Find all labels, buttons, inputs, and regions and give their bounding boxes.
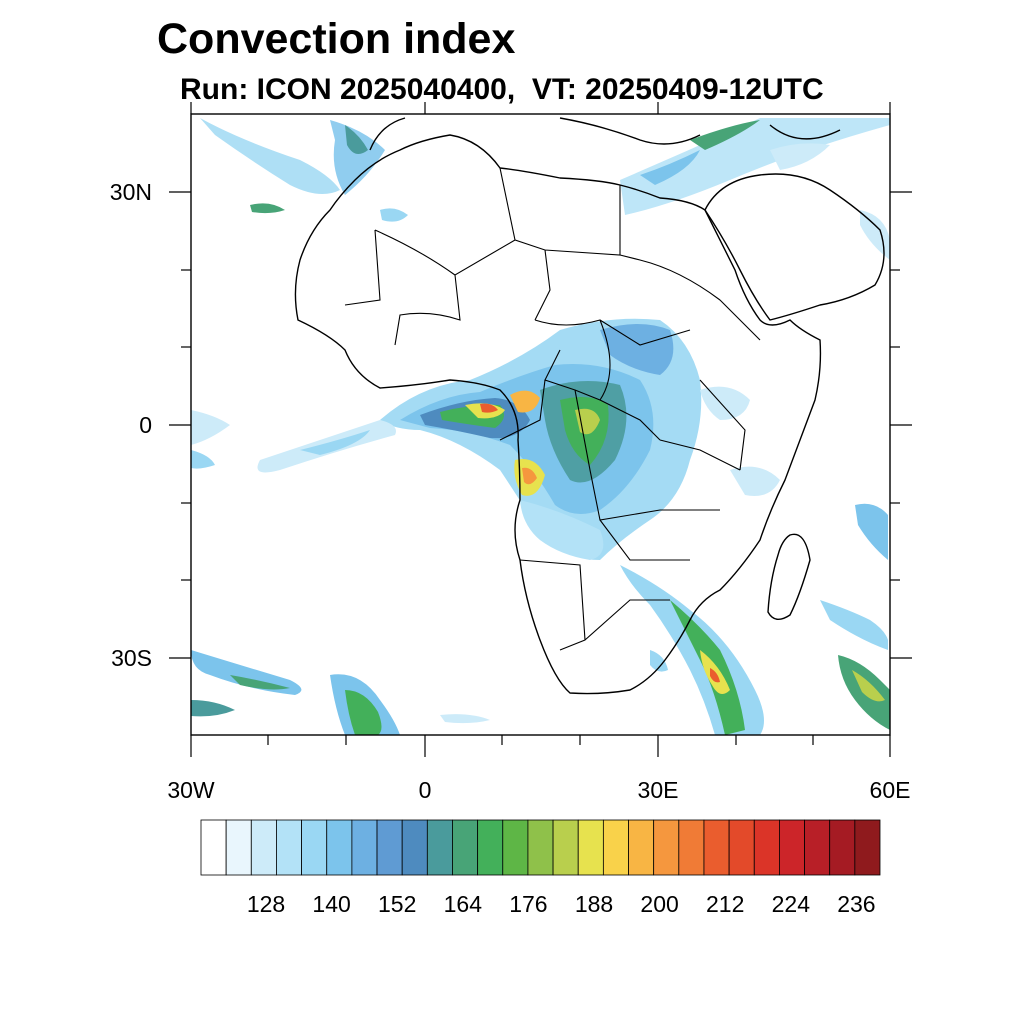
- colorbar-swatch: [250, 819, 277, 876]
- colorbar-label: 212: [706, 891, 744, 917]
- colorbar-swatch: [577, 819, 604, 876]
- colorbar-swatch: [426, 819, 453, 876]
- coastlines: [294, 117, 885, 695]
- colorbar-swatch: [703, 819, 730, 876]
- lat-label-30n: 30N: [110, 179, 152, 205]
- colorbar-swatch: [477, 819, 504, 876]
- convection-field: [191, 118, 890, 735]
- map-subtitle: Run: ICON 2025040400, VT: 20250409-12UTC: [180, 73, 824, 106]
- colorbar-swatch: [829, 819, 856, 876]
- colorbar-label: 224: [772, 891, 811, 917]
- lon-label-60e: 60E: [870, 777, 911, 803]
- colorbar-swatch: [401, 819, 428, 876]
- colorbar-swatch: [552, 819, 579, 876]
- colorbar-swatch: [779, 819, 805, 876]
- colorbar-label: 164: [444, 891, 483, 917]
- colorbar-swatch: [653, 819, 680, 876]
- colorbar-label: 236: [837, 891, 875, 917]
- colorbar-swatch: [301, 819, 328, 876]
- colorbar-swatch: [502, 819, 529, 876]
- axis-ticks: [169, 102, 912, 757]
- colorbar-label: 140: [312, 891, 350, 917]
- colorbar: 128 140 152 164 176 188 200 212 224 236: [200, 819, 881, 917]
- colorbar-swatch: [854, 819, 881, 876]
- colorbar-swatch: [728, 819, 755, 876]
- colorbar-swatch: [452, 819, 479, 876]
- lat-label-30s: 30S: [111, 645, 152, 671]
- lon-label-0: 0: [419, 777, 432, 803]
- lon-label-30w: 30W: [167, 777, 215, 803]
- colorbar-swatch: [678, 819, 705, 876]
- colorbar-label: 152: [378, 891, 416, 917]
- colorbar-label: 200: [640, 891, 678, 917]
- colorbar-swatch: [628, 819, 655, 876]
- colorbar-swatch: [200, 819, 227, 876]
- colorbar-swatch: [351, 819, 378, 876]
- colorbar-swatch: [276, 819, 302, 876]
- colorbar-label: 128: [247, 891, 285, 917]
- colorbar-swatch: [225, 819, 252, 876]
- colorbar-label: 188: [575, 891, 613, 917]
- colorbar-swatch: [804, 819, 831, 876]
- colorbar-label: 176: [509, 891, 547, 917]
- colorbar-swatch: [527, 819, 554, 876]
- lon-label-30e: 30E: [638, 777, 679, 803]
- colorbar-swatch: [753, 819, 780, 876]
- colorbar-swatch: [326, 819, 353, 876]
- map-title: Convection index: [157, 15, 516, 63]
- colorbar-swatch: [602, 819, 629, 876]
- colorbar-swatch: [376, 819, 403, 876]
- lat-label-0: 0: [139, 412, 152, 438]
